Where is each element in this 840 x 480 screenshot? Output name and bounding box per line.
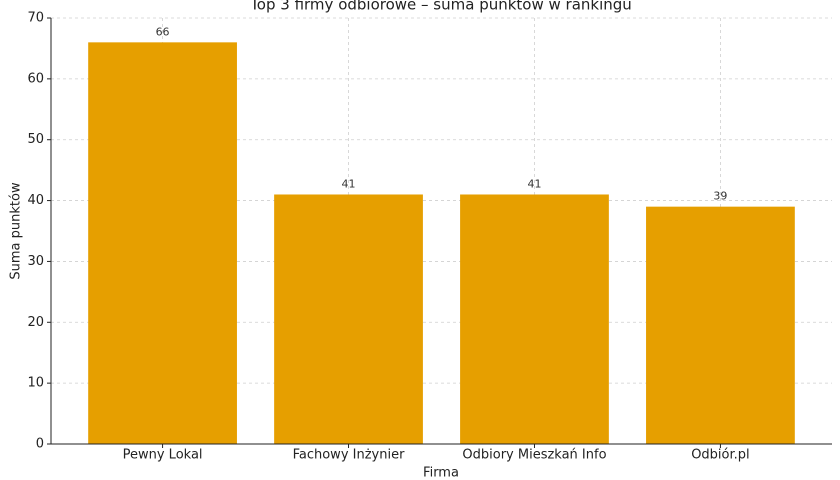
data-label: 41 xyxy=(527,177,541,190)
y-tick-label: 30 xyxy=(27,254,44,269)
x-tick-label: Odbiory Mieszkań Info xyxy=(462,448,606,463)
y-axis-label: Suma punktów xyxy=(9,182,24,280)
bar xyxy=(88,42,237,444)
x-tick-label: Odbiór.pl xyxy=(691,448,749,463)
x-axis-label: Firma xyxy=(423,466,459,480)
x-tick-label: Fachowy Inżynier xyxy=(293,448,405,463)
y-tick-label: 70 xyxy=(27,11,44,26)
chart-title: Top 3 firmy odbiorowe – suma punktów w r… xyxy=(249,0,632,14)
bar xyxy=(460,194,609,444)
y-tick-label: 20 xyxy=(27,315,44,330)
y-tick-label: 50 xyxy=(27,132,44,147)
data-label: 39 xyxy=(713,190,727,203)
data-label: 66 xyxy=(156,25,170,38)
bar xyxy=(646,206,795,444)
y-tick-label: 10 xyxy=(27,376,44,391)
bar xyxy=(274,194,423,444)
y-tick-label: 40 xyxy=(27,193,44,208)
y-tick-label: 60 xyxy=(27,71,44,86)
y-tick-label: 0 xyxy=(36,437,44,452)
x-tick-label: Pewny Lokal xyxy=(123,448,203,463)
data-label: 41 xyxy=(342,177,356,190)
